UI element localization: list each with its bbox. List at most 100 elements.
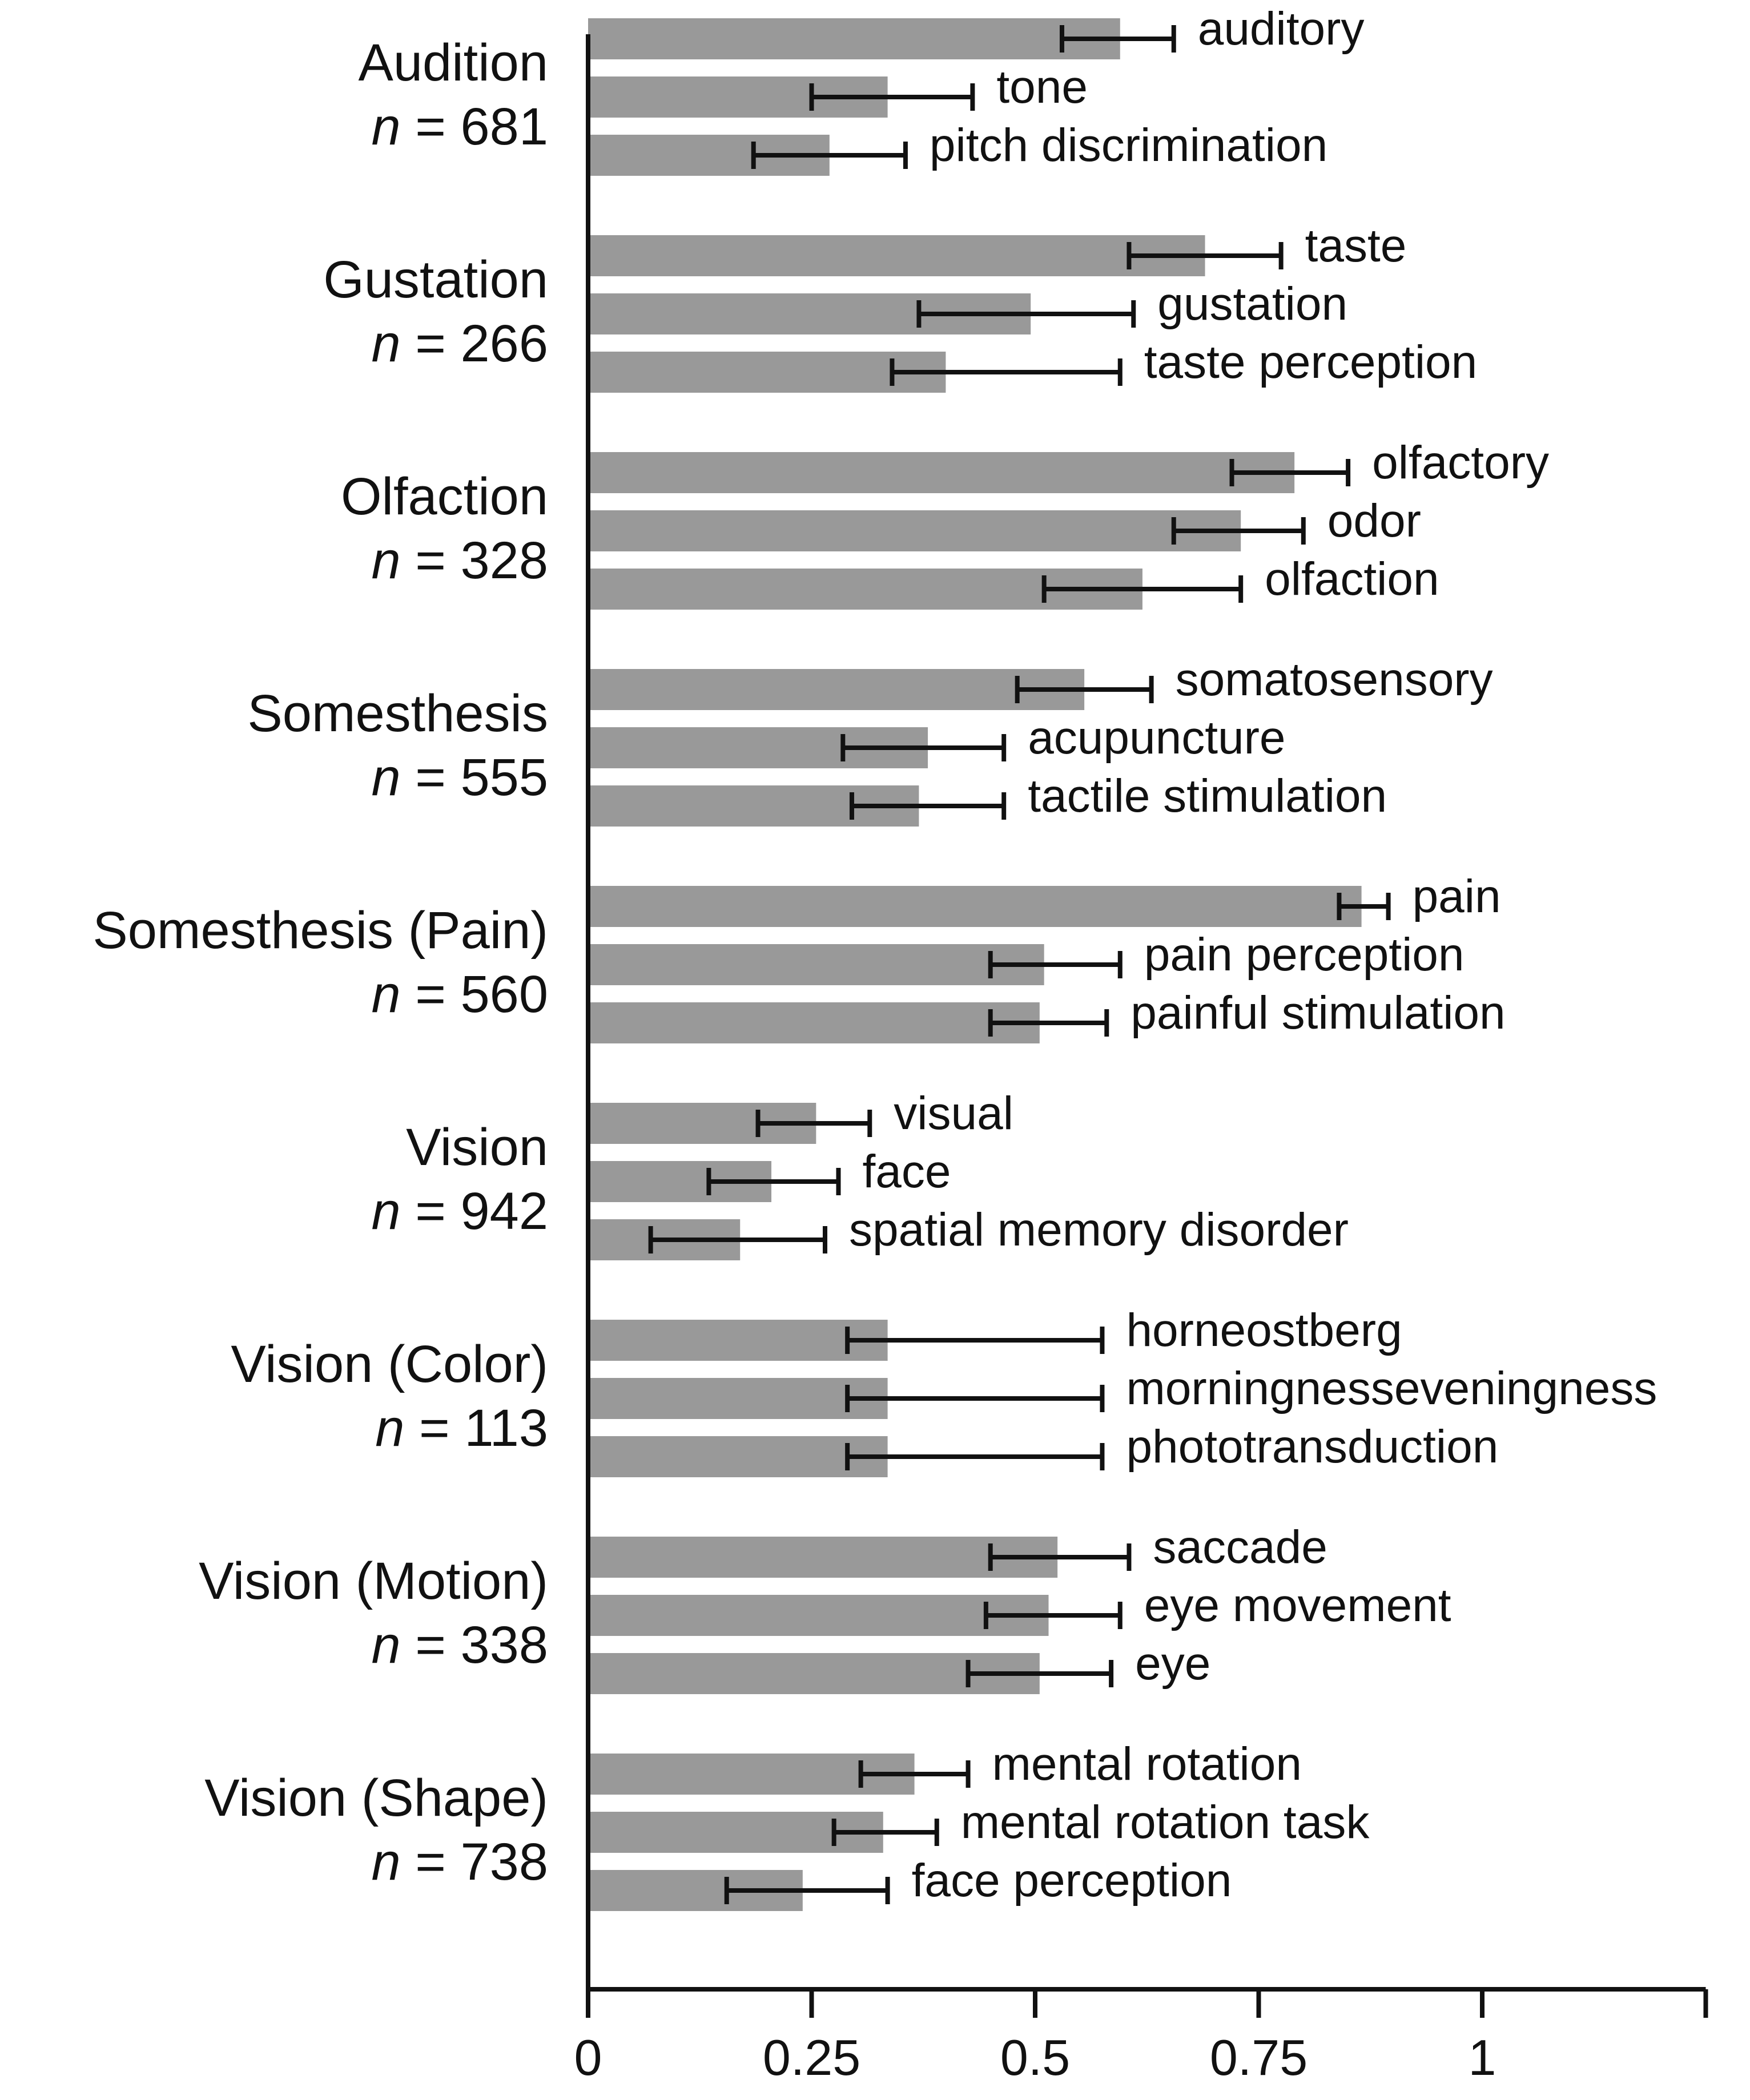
term-label: morningnesseveningness (1126, 1363, 1657, 1414)
n-symbol: n (371, 98, 400, 156)
term-label: face perception (912, 1855, 1232, 1906)
error-bar (890, 358, 1123, 386)
group-label: Somesthesis (247, 684, 548, 743)
bar-eye-movement (588, 1595, 1049, 1636)
group-labels-layer: Audition n = 681 Gustation n = 266 Olfaction… (92, 34, 548, 1891)
bar-taste-perception (588, 352, 946, 393)
error-bar (1015, 676, 1154, 703)
term-label: taste perception (1144, 336, 1478, 388)
term-label: saccade (1153, 1521, 1327, 1573)
term-label: spatial memory disorder (849, 1204, 1349, 1256)
group-n-label: n = 555 (371, 748, 548, 807)
term-label: pitch discrimination (930, 119, 1327, 171)
error-bar (988, 1009, 1109, 1037)
error-bar (1127, 242, 1284, 269)
group-n-label: n = 738 (371, 1833, 548, 1891)
x-tick-label: 0.25 (763, 2029, 860, 2086)
term-label: odor (1327, 495, 1421, 547)
error-bar (831, 1819, 939, 1846)
n-symbol: n (371, 1182, 400, 1240)
group-n-label: n = 266 (371, 315, 548, 373)
term-label: painful stimulation (1131, 987, 1505, 1039)
x-tick-label: 0 (574, 2029, 602, 2086)
group-n-label: n = 113 (375, 1399, 548, 1457)
group-n-label: n = 338 (371, 1616, 548, 1674)
term-label: phototransduction (1126, 1421, 1498, 1473)
group-label: Vision (Motion) (199, 1552, 548, 1610)
group-n-label: n = 560 (371, 965, 548, 1023)
term-label: mental rotation task (961, 1796, 1370, 1848)
bar-somatosensory (588, 669, 1085, 710)
n-symbol: n (371, 965, 400, 1023)
term-label: face (862, 1146, 951, 1198)
term-label: visual (894, 1087, 1013, 1139)
group-label: Gustation (323, 251, 548, 309)
term-label: olfaction (1265, 553, 1439, 605)
group-label: Olfaction (341, 467, 548, 526)
bar-pain (588, 886, 1362, 927)
error-bar (751, 142, 908, 169)
x-tick-label: 0.5 (1000, 2029, 1070, 2086)
x-tick-label: 1 (1469, 2029, 1496, 2086)
term-label: somatosensory (1176, 654, 1493, 706)
bar-auditory (588, 18, 1120, 59)
error-bar (809, 83, 975, 111)
error-bar (1171, 517, 1306, 545)
error-bar (965, 1660, 1114, 1687)
error-bar (755, 1110, 872, 1137)
error-bar (648, 1226, 827, 1253)
term-label: eye movement (1144, 1579, 1451, 1631)
n-value: = 113 (404, 1399, 548, 1457)
error-bar (724, 1877, 890, 1904)
bar-taste (588, 235, 1205, 276)
bar-morningnesseveningness (588, 1378, 888, 1419)
n-symbol: n (375, 1399, 404, 1457)
n-value: = 560 (401, 965, 548, 1023)
error-bar (1337, 893, 1391, 920)
term-label: auditory (1198, 3, 1365, 55)
error-bar (845, 1385, 1105, 1412)
n-symbol: n (371, 531, 400, 590)
error-bars-layer (648, 25, 1391, 1904)
error-bar (845, 1443, 1105, 1470)
error-bar (916, 300, 1136, 328)
error-bar (988, 951, 1123, 978)
n-symbol: n (371, 1616, 400, 1674)
n-symbol: n (371, 315, 400, 373)
error-bar (840, 734, 1007, 761)
error-bar (706, 1168, 841, 1195)
axes-layer: 0 0.25 0.5 0.75 1 (574, 34, 1708, 2086)
group-label: Vision (406, 1118, 548, 1176)
error-bar (1229, 459, 1351, 486)
error-bar (1041, 575, 1244, 603)
n-value: = 555 (401, 748, 548, 807)
bar-odor (588, 510, 1241, 551)
bar-horneostberg (588, 1320, 888, 1361)
term-label: tactile stimulation (1028, 770, 1387, 822)
bar-phototransduction (588, 1436, 888, 1477)
group-n-label: n = 942 (371, 1182, 548, 1240)
error-bar (988, 1543, 1132, 1571)
group-n-label: n = 328 (371, 531, 548, 590)
group-n-label: n = 681 (371, 98, 548, 156)
term-label: pain (1413, 870, 1501, 922)
group-label: Audition (359, 34, 548, 92)
term-label: mental rotation (992, 1738, 1302, 1790)
group-label: Vision (Color) (231, 1335, 548, 1393)
term-label: pain perception (1144, 929, 1465, 981)
group-label: Somesthesis (Pain) (92, 901, 548, 960)
n-value: = 338 (401, 1616, 548, 1674)
term-label: taste (1305, 220, 1407, 272)
bar-painful-stimulation (588, 1002, 1040, 1043)
error-bar (845, 1327, 1105, 1354)
term-label: olfactory (1372, 437, 1549, 489)
n-value: = 942 (401, 1182, 548, 1240)
term-label: horneostberg (1126, 1304, 1402, 1356)
term-label: eye (1135, 1638, 1210, 1690)
term-label: acupuncture (1028, 712, 1285, 764)
error-bar (858, 1760, 971, 1788)
bar-saccade (588, 1537, 1058, 1578)
bar-pain-perception (588, 944, 1044, 985)
error-bar (849, 792, 1007, 820)
